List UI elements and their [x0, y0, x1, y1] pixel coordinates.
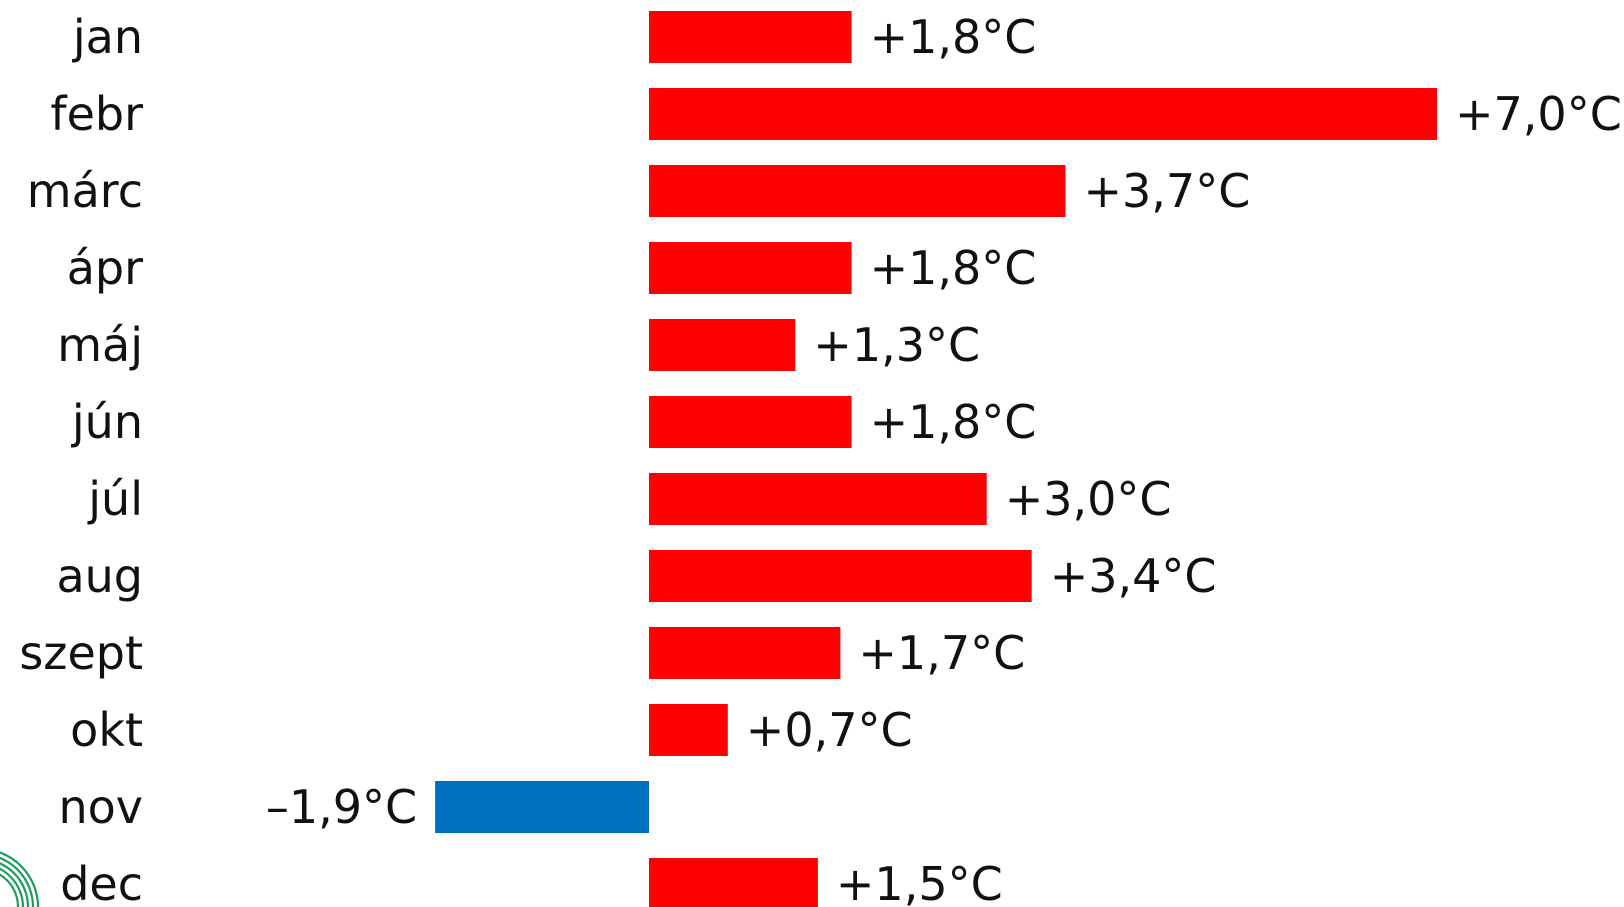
logo-arc-0 [0, 851, 40, 907]
bar-8 [649, 627, 841, 679]
category-label-8: szept [19, 626, 143, 680]
logo-arc-3 [0, 867, 25, 907]
bar-4 [649, 319, 796, 371]
category-label-10: nov [58, 780, 143, 834]
value-label-10: –1,9°C [266, 780, 417, 834]
value-label-7: +3,4°C [1050, 549, 1217, 603]
value-labels: +1,8°C +7,0°C +3,7°C +1,8°C +1,3°C +1,8°C +3,0… [266, 10, 1622, 907]
category-label-0: jan [72, 10, 143, 64]
bar-0 [649, 11, 852, 63]
bar-10 [435, 781, 649, 833]
category-label-3: ápr [67, 241, 143, 295]
value-label-4: +1,3°C [813, 318, 980, 372]
category-label-6: júl [87, 472, 143, 526]
category-label-7: aug [56, 549, 143, 603]
corner-logo-icon [0, 851, 40, 907]
category-labels: jan febr márc ápr máj jún júl aug szept okt nov dec [19, 10, 143, 907]
bar-5 [649, 396, 852, 448]
value-label-6: +3,0°C [1005, 472, 1172, 526]
bar-11 [649, 858, 818, 907]
bar-2 [649, 165, 1066, 217]
category-label-1: febr [50, 87, 143, 141]
logo-arc-2 [0, 862, 30, 907]
value-label-3: +1,8°C [870, 241, 1037, 295]
value-label-2: +3,7°C [1084, 164, 1251, 218]
logo-arc-4 [0, 873, 20, 907]
category-label-5: jún [71, 395, 143, 449]
value-label-8: +1,7°C [858, 626, 1025, 680]
bars [435, 11, 1437, 907]
bar-7 [649, 550, 1032, 602]
value-label-11: +1,5°C [836, 857, 1003, 907]
bar-1 [649, 88, 1437, 140]
value-label-1: +7,0°C [1455, 87, 1622, 141]
bar-6 [649, 473, 987, 525]
category-label-11: dec [60, 857, 143, 907]
bar-3 [649, 242, 852, 294]
value-label-5: +1,8°C [870, 395, 1037, 449]
value-label-0: +1,8°C [870, 10, 1037, 64]
category-label-4: máj [57, 318, 143, 372]
category-label-2: márc [27, 164, 143, 218]
logo-arc-1 [0, 856, 35, 907]
bar-9 [649, 704, 728, 756]
category-label-9: okt [70, 703, 143, 757]
value-label-9: +0,7°C [746, 703, 913, 757]
